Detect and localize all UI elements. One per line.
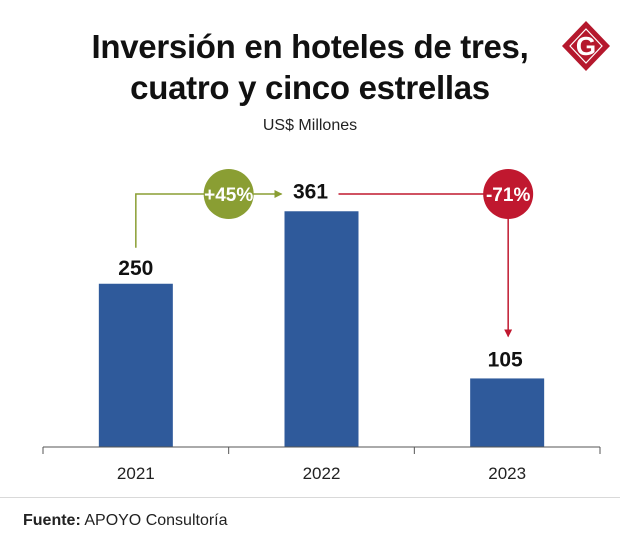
change-label-2022-2023: -71% [486, 185, 530, 206]
change-label-2021-2022: +45% [204, 185, 253, 206]
x-tick-label-2022: 2022 [303, 464, 341, 483]
brand-logo-letter: G [576, 31, 596, 61]
change-arrow-2022-2023 [338, 193, 513, 338]
chart-title-line-2: cuatro y cinco estrellas [130, 69, 490, 106]
x-tick-label-2023: 2023 [488, 464, 526, 483]
change-badge-2022-2023 [483, 169, 534, 219]
chart-subtitle: US$ Millones [262, 117, 358, 134]
value-label-2023: 105 [488, 348, 523, 371]
chart-title: Inversión en hoteles de tres, cuatro y c… [0, 26, 620, 108]
chart-title-line-1: Inversión en hoteles de tres, [91, 28, 529, 65]
value-label-2022: 361 [293, 180, 328, 203]
source-label: Fuente: [23, 512, 81, 529]
x-tick-label-2021: 2021 [117, 464, 155, 483]
bar-2023 [470, 378, 545, 447]
value-label-2021: 250 [118, 257, 153, 280]
bar-2022 [284, 211, 359, 447]
source-note: Fuente: APOYO Consultoría [23, 512, 228, 530]
source-divider [0, 497, 620, 498]
change-badge-2021-2022 [203, 169, 254, 219]
brand-logo: G [562, 21, 610, 71]
bar-2021 [98, 283, 173, 447]
bar-chart: 2021 2022 2023 250 361 105 +45% -71% [42, 169, 601, 483]
source-text: APOYO Consultoría [84, 512, 228, 529]
